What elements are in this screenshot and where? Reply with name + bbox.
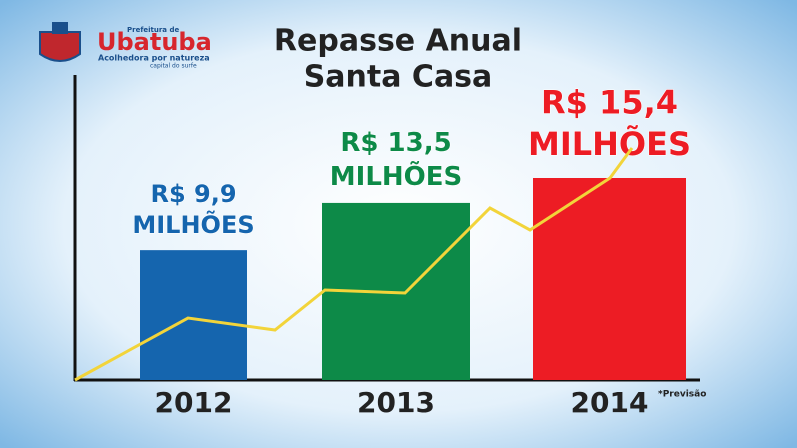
x-tick-label: 2014 (571, 386, 649, 419)
bar (533, 178, 686, 380)
logo-shield (39, 31, 81, 62)
value-label: R$ 13,5 MILHÕES (330, 128, 462, 192)
logo-top: Prefeitura de (127, 26, 179, 34)
bar (140, 250, 247, 380)
chart-title: Repasse Anual (274, 24, 522, 59)
logo: Prefeitura de Ubatuba Acolhedora por nat… (39, 22, 212, 70)
value-label: R$ 15,4 MILHÕES (528, 83, 691, 163)
value-label: R$ 9,9 MILHÕES (132, 180, 254, 239)
annotation: *Previsão (658, 390, 706, 400)
trend-line (74, 147, 634, 382)
chart-subtitle: Santa Casa (304, 60, 493, 95)
logo-subtag: capital do surfe (150, 63, 197, 70)
x-tick-label: 2013 (357, 386, 435, 419)
x-tick-label: 2012 (155, 386, 233, 419)
logo-crown (52, 22, 68, 34)
logo-tagline: Acolhedora por natureza (98, 54, 210, 63)
logo-name: Ubatuba (97, 28, 212, 56)
